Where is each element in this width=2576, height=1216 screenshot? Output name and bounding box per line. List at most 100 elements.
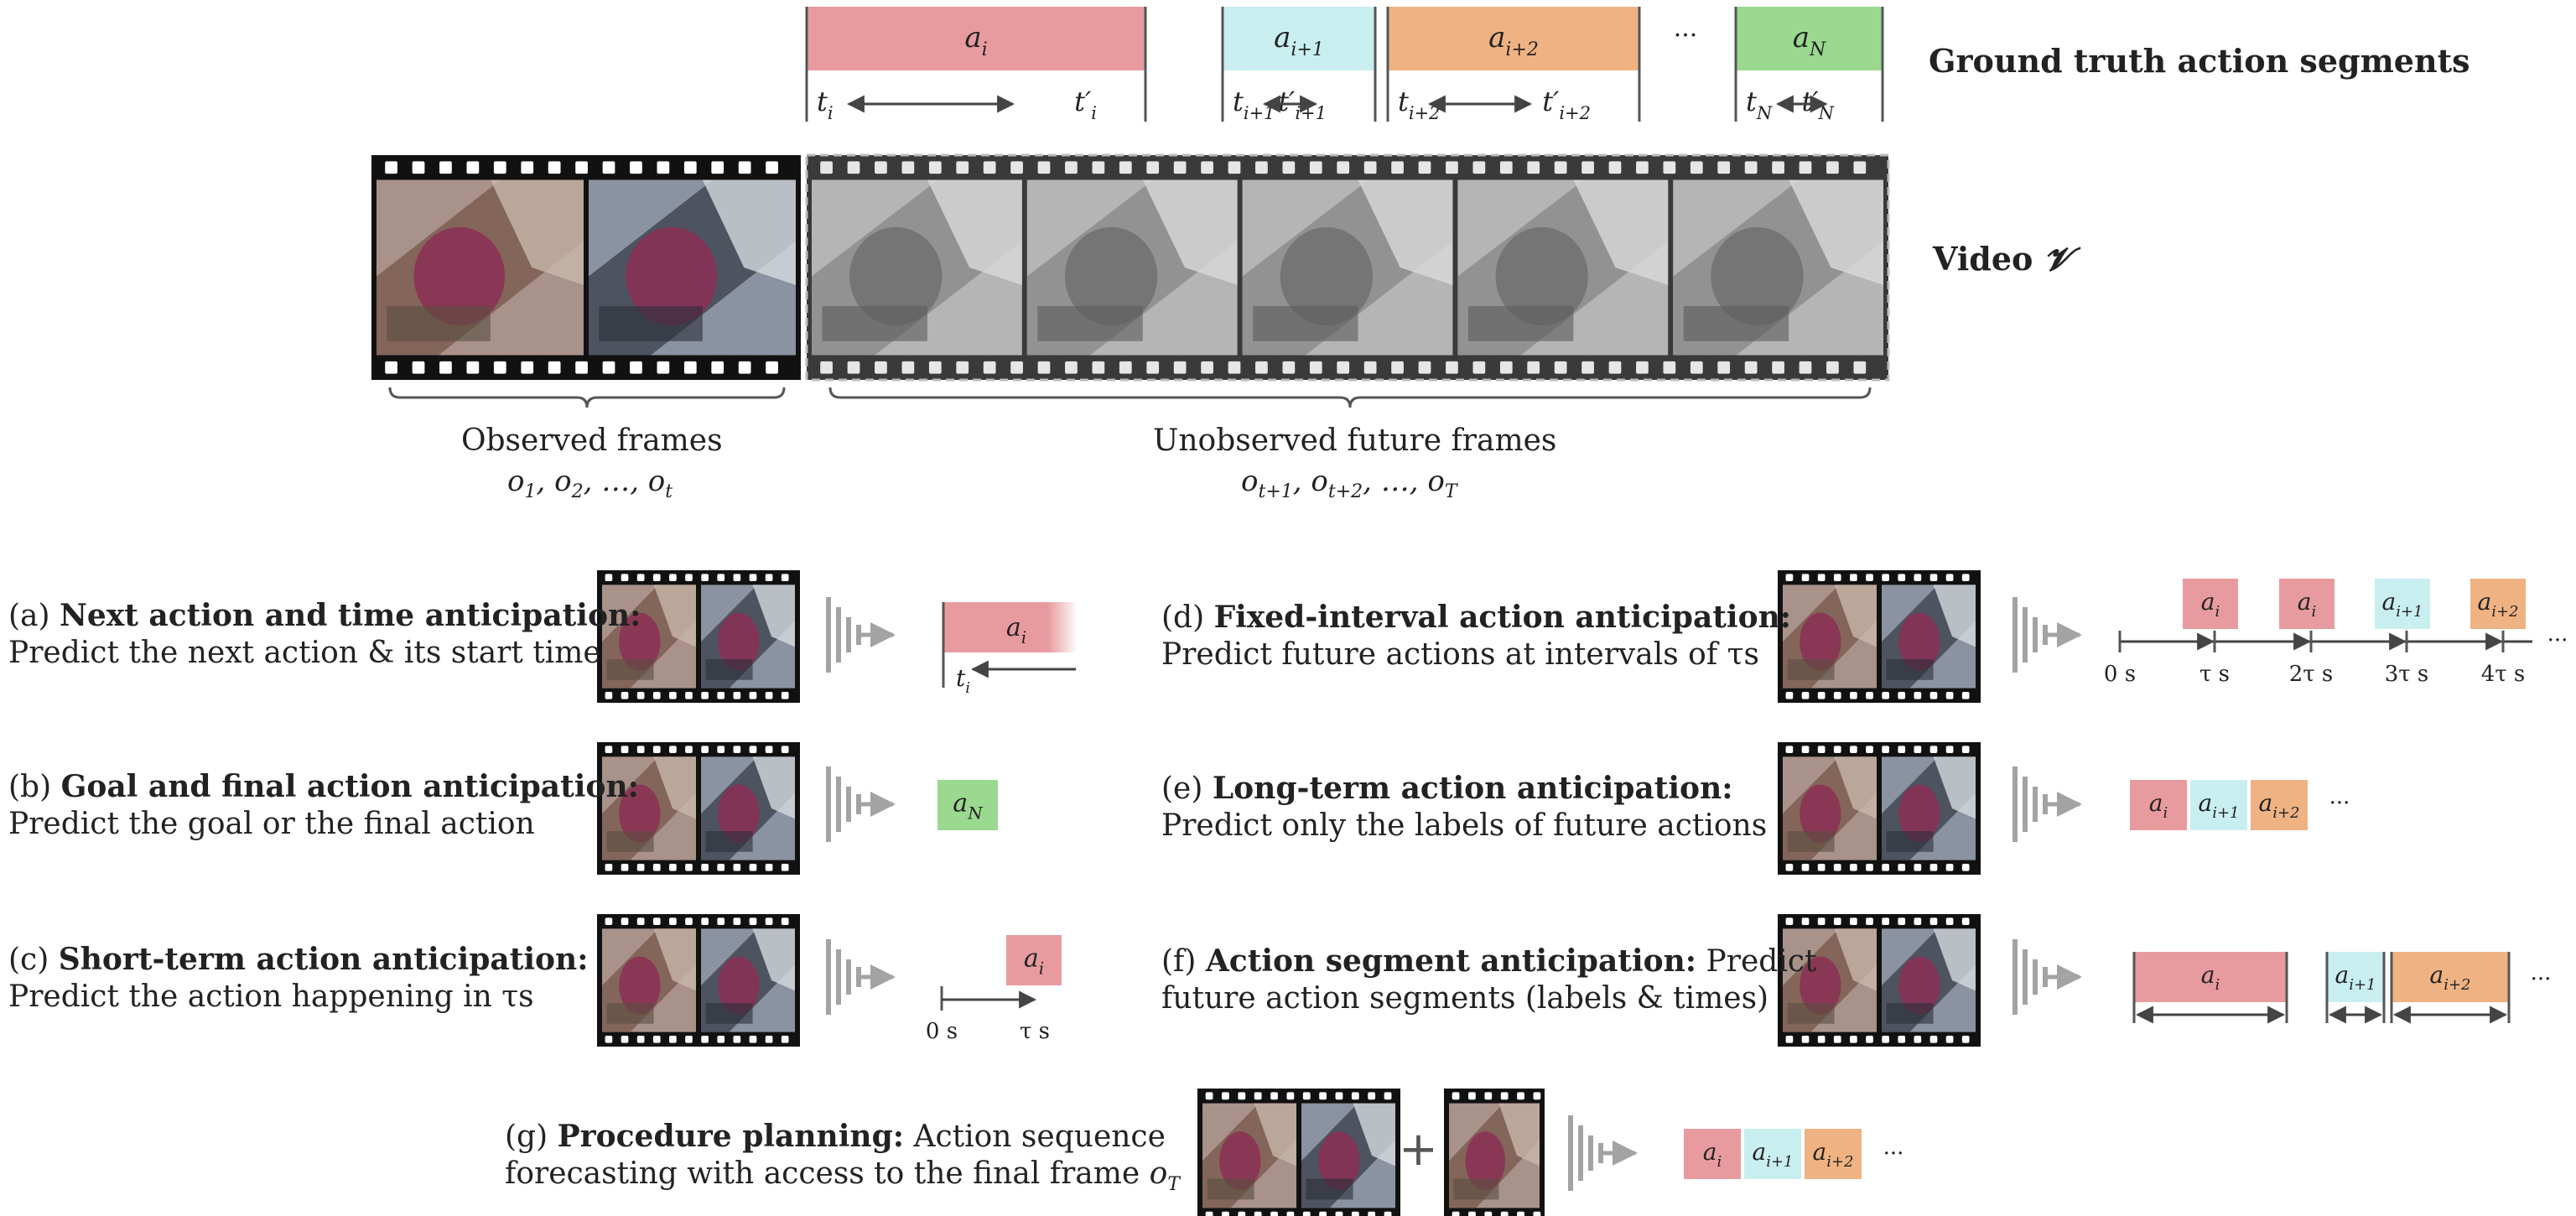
task-b-model-icon: [826, 766, 896, 842]
unobserved-film-strip-frame: [1457, 179, 1669, 356]
task-c-action-box-label: ai: [1024, 944, 1044, 979]
task-d-tick-label: 3τ s: [2385, 662, 2429, 687]
task-g-prefix: (g): [505, 1120, 558, 1154]
observed-frames-label: Observed frames: [461, 424, 723, 458]
task-g-film-frame: [1202, 1103, 1296, 1208]
task-c-film-frame: [602, 928, 696, 1032]
task-d-tick-label: 2τ s: [2289, 662, 2334, 687]
task-d-tick-label: τ s: [2199, 662, 2230, 687]
gt-segment-box: [807, 7, 1145, 70]
task-f-segment-label: ai+2: [2430, 961, 2471, 994]
task-b-description: (b) Goal and final action anticipation: …: [8, 768, 639, 843]
task-d-box-2: ai: [2279, 579, 2334, 629]
task-d-prefix: (d): [1161, 600, 1214, 635]
task-e-box-1-label: ai: [2149, 789, 2168, 822]
task-f-segment-label: ai: [2201, 961, 2220, 994]
gt-segment-1: ai ti t′i: [805, 7, 1147, 123]
gt-segment-box: [1736, 7, 1883, 70]
task-e-line2: Predict only the labels of future action…: [1161, 808, 1768, 843]
gt-segment-box: [1388, 7, 1639, 70]
task-f-ellipsis: ···: [2531, 967, 2552, 992]
unobserved-film-strip: [805, 153, 1890, 382]
task-d-tick-label: 4τ s: [2481, 662, 2526, 687]
task-c-prefix: (c): [8, 943, 59, 977]
task-d-film-frame: [1783, 585, 1877, 689]
unobserved-film-strip-frame: [1242, 179, 1453, 356]
task-e-box-3: ai+2: [2251, 780, 2308, 830]
task-g-box-2-label: ai+1: [1753, 1138, 1794, 1171]
observed-brace: [388, 387, 786, 408]
task-b-line2: Predict the goal or the final action: [8, 807, 535, 841]
task-a-action-box: [943, 602, 1078, 652]
observed-film-strip-frame: [377, 179, 584, 356]
task-c-film: [597, 914, 800, 1047]
task-g-film: [1197, 1089, 1400, 1216]
task-g-line1-rest: Action sequence: [904, 1120, 1166, 1154]
gt-ellipsis: ···: [1674, 21, 1698, 50]
task-f-film: [1778, 914, 1981, 1047]
task-a-description: (a) Next action and time anticipation: P…: [8, 597, 641, 672]
gt-segment-start-label: ti: [817, 86, 834, 123]
frame-braces: [388, 387, 1872, 408]
task-d-line2: Predict future actions at intervals of τ…: [1161, 637, 1759, 672]
task-f-description: (f) Action segment anticipation: Predict…: [1161, 943, 1816, 1017]
plus-sign: +: [1399, 1122, 1438, 1177]
task-f-segment-box: [2327, 952, 2384, 1002]
unobserved-brace: [828, 387, 1872, 408]
task-g-box-1-label: ai: [1703, 1138, 1722, 1171]
task-d-output: 0 s τ s 2τ s 3τ s 4τ s ai ai ai+1 ai+2 ···: [2104, 579, 2568, 687]
gt-segment-end-label: t′i+2: [1542, 86, 1591, 123]
task-d-ellipsis: ···: [2547, 628, 2568, 653]
task-d-box-4: ai+2: [2470, 579, 2526, 629]
task-g-final-frame: [1444, 1089, 1545, 1216]
task-a-film-frame: [602, 585, 696, 689]
task-e-description: (e) Long-term action anticipation: Predi…: [1161, 770, 1767, 844]
task-f-model-icon: [2012, 939, 2082, 1015]
task-g-title: Procedure planning:: [557, 1119, 905, 1154]
observed-film-strip-frame: [589, 179, 796, 356]
task-g-film-frame: [1301, 1103, 1395, 1208]
video-symbol: 𝓥: [2044, 240, 2071, 278]
task-e-prefix: (e): [1161, 772, 1213, 806]
main-film-strip: [371, 153, 1890, 382]
task-f-segment-1: ai: [2132, 952, 2288, 1024]
unobserved-film-strip-frame: [812, 179, 1022, 356]
task-d-box-3: ai+1: [2375, 579, 2430, 629]
task-b-goal-box-label: aN: [953, 789, 984, 824]
task-g-box-2: ai+1: [1744, 1129, 1801, 1179]
task-d-film: [1778, 570, 1981, 703]
gt-segment-label: ai+1: [1274, 21, 1324, 60]
task-c-description: (c) Short-term action anticipation: Pred…: [8, 941, 589, 1016]
task-f-line2: future action segments (labels & times): [1161, 981, 1769, 1016]
task-a-film-frame: [701, 585, 795, 689]
task-d-box-4-label: ai+2: [2478, 588, 2519, 621]
task-d-model-icon: [2012, 597, 2082, 673]
task-d-box-1: ai: [2183, 579, 2238, 629]
task-f-prefix: (f): [1161, 944, 1206, 979]
task-f-title: Action segment anticipation:: [1205, 943, 1697, 979]
task-a-model-icon: [826, 597, 896, 673]
task-e-title: Long-term action anticipation:: [1212, 771, 1733, 806]
task-a-output: ai ti: [942, 602, 1078, 697]
unobserved-film-strip-frame: [1673, 179, 1883, 356]
task-f-output: ai ai+1 ai+2 ···: [2132, 952, 2552, 1024]
task-a-title: Next action and time anticipation:: [60, 598, 641, 633]
task-b-film-frame: [602, 756, 696, 860]
task-e-film-frame: [1783, 756, 1877, 860]
task-c-tick-0: 0 s: [926, 1019, 958, 1044]
task-g-box-3: ai+2: [1805, 1129, 1862, 1179]
task-d-box-3-label: ai+1: [2382, 588, 2423, 621]
task-g-output: ai ai+1 ai+2 ···: [1684, 1129, 1903, 1179]
task-g-box-1: ai: [1684, 1129, 1741, 1179]
task-f-film-frame: [1882, 928, 1976, 1032]
task-illustrations: ai ti aN ai 0 s τ s 0 s τ s 2τ s 3τ s 4τ s ai ai ai+1…: [597, 570, 2568, 1216]
gt-segment-box: [1223, 7, 1375, 70]
task-c-output: ai 0 s τ s: [926, 935, 1062, 1044]
task-a-film: [597, 570, 800, 703]
task-d-film-frame: [1882, 585, 1976, 689]
task-f-segment-3: ai+2: [2390, 952, 2511, 1024]
task-c-model-icon: [826, 939, 896, 1015]
observed-frames-math: o1, o2, …, ot: [507, 465, 673, 502]
